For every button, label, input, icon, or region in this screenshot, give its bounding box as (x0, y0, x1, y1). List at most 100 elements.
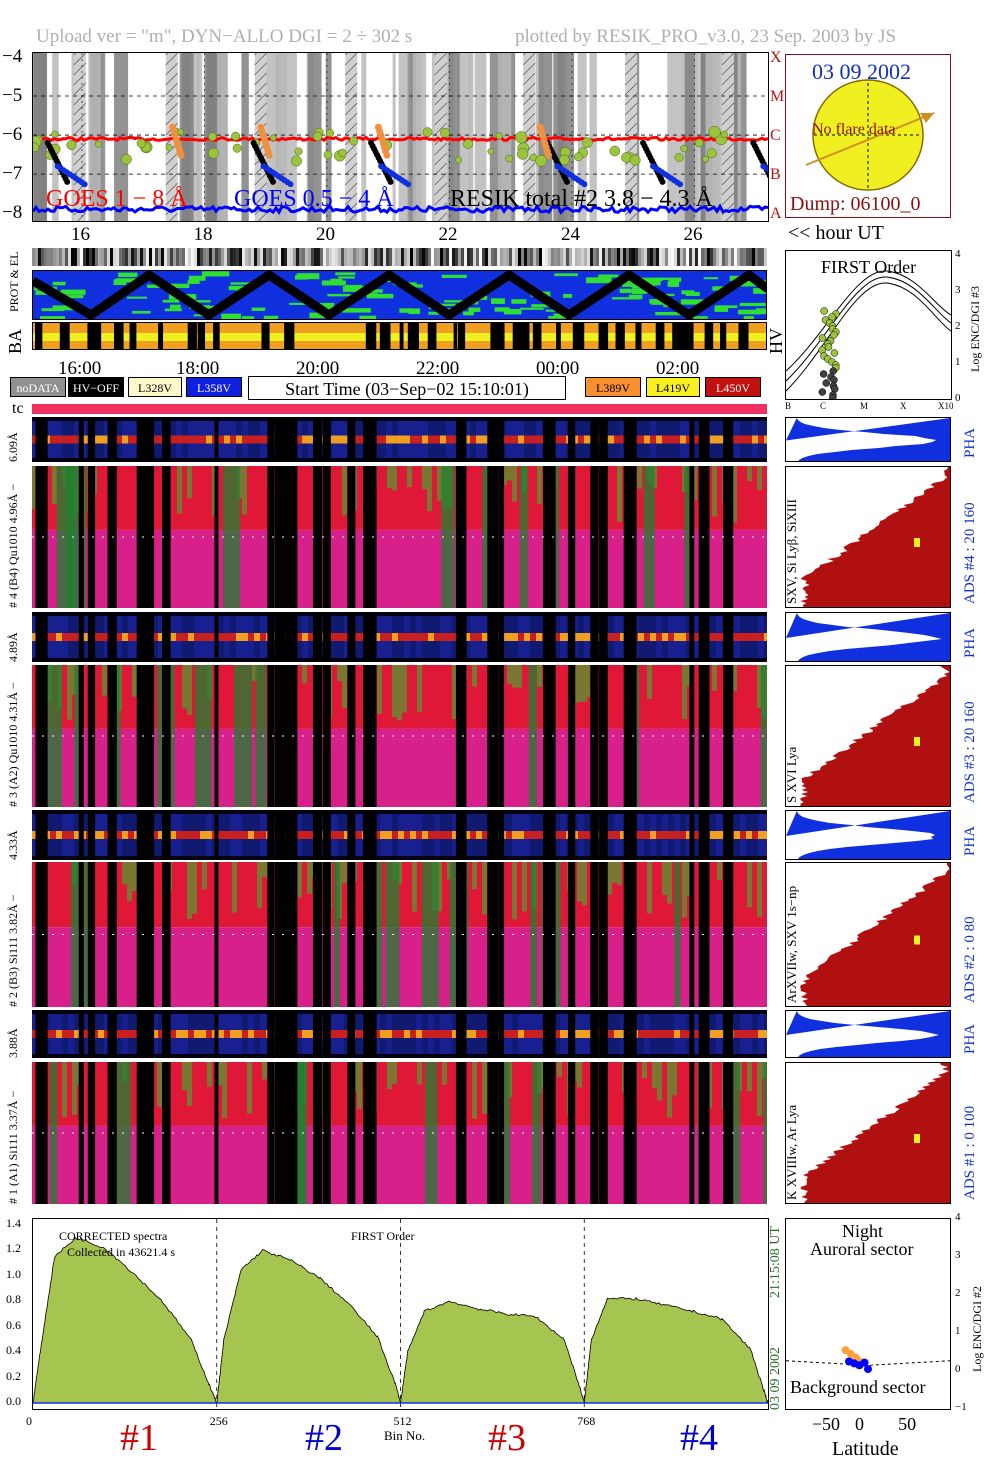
orbit-grey-cell (284, 248, 287, 266)
spectra-x-tick: 0 (26, 1414, 32, 1428)
orbit-time-tick: 02:00 (656, 358, 700, 379)
pha-line-cell (476, 831, 482, 839)
pha-strip (32, 810, 767, 860)
pha-gap (347, 612, 356, 662)
orbit-grey-cell (215, 248, 218, 266)
pha-line-cell (194, 1030, 200, 1038)
pha-line-cell (614, 435, 620, 444)
goes-hatch-line (721, 82, 735, 96)
goes-hatch-line (344, 62, 358, 76)
pha-line-cell (656, 633, 662, 641)
spec-gap (602, 862, 608, 1007)
pha-line-cell (758, 831, 764, 839)
orbit-grey-cell (659, 248, 662, 266)
spectra-channel-label: #4 (680, 1417, 718, 1459)
pha-line-cell (674, 435, 680, 444)
pha-line-cell (128, 633, 134, 641)
orbit-grey-cell (470, 248, 473, 266)
resik-point (270, 178, 276, 185)
spec-gap (162, 1062, 171, 1204)
pha-line-cell (716, 633, 722, 641)
pha-gap (567, 1010, 576, 1058)
spectrum-series-1 (33, 1237, 218, 1404)
orbit-green-patch (554, 273, 578, 277)
pha-line-cell (506, 435, 512, 444)
pha-line-cell (644, 435, 650, 444)
goes-band (457, 53, 472, 221)
spec-green-streak (412, 862, 417, 912)
orbit-grey-cell (233, 248, 236, 266)
orbit-green-patch (408, 308, 421, 315)
orbit-grey-cell (50, 248, 53, 266)
resik-fit-point (694, 138, 704, 148)
pha-line-cell (710, 831, 716, 839)
orbit-time-tick: 20:00 (296, 358, 340, 379)
pha-line-cell (578, 435, 584, 444)
spec-green-streak (517, 665, 522, 688)
pha-gap (599, 810, 605, 860)
channel-pha-tag: PHA (962, 1023, 978, 1054)
pha-line-cell (236, 435, 242, 444)
pha-line-cell (158, 633, 164, 641)
ba-mid (33, 333, 766, 341)
pha-gap (602, 810, 608, 860)
spec-green-streak (202, 862, 207, 890)
orbit-green-patch (115, 278, 139, 283)
legend-l358: L358V (186, 377, 242, 397)
orbit-grey-cell (623, 248, 626, 266)
channel-main-label: # 2 (B3) Si111 3.82Å − (6, 894, 20, 1007)
pha-line-cell (128, 1030, 134, 1038)
goes-hatch-line (624, 53, 638, 66)
orbit-green-patch (586, 277, 612, 284)
spec-green-streak (177, 466, 182, 514)
orbit-grey-cell (614, 248, 617, 266)
pha-line-cell (248, 633, 254, 641)
orbit-grey-cell (425, 248, 428, 266)
orbit-grey-cell (530, 248, 533, 266)
orbit-green-patch (169, 304, 181, 309)
pha-line-cell (332, 435, 338, 444)
pha-line-cell (614, 633, 620, 641)
pha-line-cell (248, 831, 254, 839)
orbit-grey-cell (392, 248, 395, 266)
orbit-green-patch (230, 282, 252, 285)
orbit-grey-cell (497, 248, 500, 266)
spec-green-streak (712, 466, 717, 517)
pha-line-cell (320, 1030, 326, 1038)
start-time-box: Start Time (03−Sep−02 15:10:01) (248, 376, 566, 400)
goes-hatch-line (434, 182, 447, 196)
spec-gap (689, 1062, 695, 1204)
pha-line-cell (416, 1030, 422, 1038)
resik-point-blue (405, 181, 412, 188)
spec-green-streak (297, 862, 302, 898)
pha-gap (214, 417, 219, 462)
orbit-green-patch (693, 316, 708, 319)
pha-line-cell (308, 633, 314, 641)
orbit-grey-cell (749, 248, 752, 266)
orbit-grey-cell (455, 248, 458, 266)
orbit-grey-cell (671, 248, 674, 266)
pha-line-cell (524, 435, 530, 444)
orbit-grey-cell (200, 248, 203, 266)
orbit-grey-cell (182, 248, 185, 266)
pha-line-cell (188, 633, 194, 641)
spec-bottom-band (32, 927, 767, 1007)
orbit-grey-cell (608, 248, 611, 266)
pha-gap (455, 810, 467, 860)
pha-gap (323, 1010, 331, 1058)
spec-green-streak (417, 1062, 422, 1085)
spec-green-streak (422, 466, 427, 490)
sun-message: No flare data (812, 121, 896, 138)
pha-line-cell (68, 633, 74, 641)
pha-line-cell (128, 435, 134, 444)
goes-hatch-line (434, 53, 447, 66)
pha-line-cell (104, 633, 110, 641)
pha-line-cell (446, 435, 452, 444)
orbit-grey-cell (194, 248, 197, 266)
resik-fit-point (706, 148, 717, 159)
orbit-grey-cell (506, 248, 509, 266)
orbit-green-patch (548, 315, 574, 319)
goes-band (196, 53, 203, 221)
orbit-grey-cell (566, 248, 569, 266)
orbit-green-patch (309, 312, 332, 319)
